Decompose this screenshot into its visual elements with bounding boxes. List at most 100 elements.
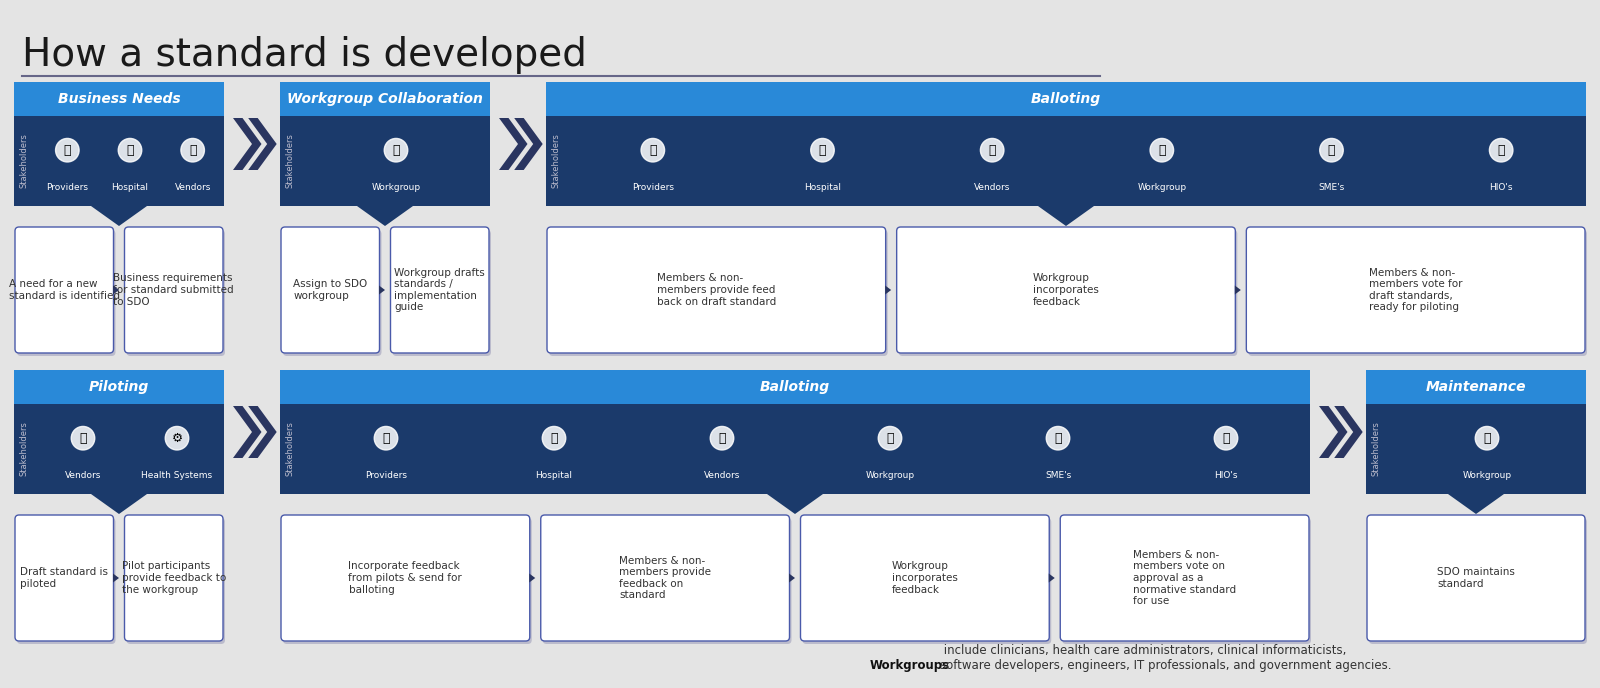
Text: Vendors: Vendors bbox=[974, 184, 1010, 193]
Text: Workgroup
incorporates
feedback: Workgroup incorporates feedback bbox=[1034, 273, 1099, 307]
FancyBboxPatch shape bbox=[14, 116, 224, 206]
Text: Vendors: Vendors bbox=[704, 471, 741, 480]
Circle shape bbox=[56, 138, 78, 162]
Text: SME's: SME's bbox=[1318, 184, 1344, 193]
Text: Stakeholders: Stakeholders bbox=[19, 133, 29, 189]
FancyBboxPatch shape bbox=[1366, 404, 1586, 494]
FancyBboxPatch shape bbox=[800, 515, 1050, 641]
Circle shape bbox=[710, 427, 734, 450]
Circle shape bbox=[1320, 138, 1344, 162]
Polygon shape bbox=[1048, 574, 1054, 583]
FancyBboxPatch shape bbox=[1370, 518, 1587, 644]
FancyBboxPatch shape bbox=[1061, 515, 1309, 641]
Text: Piloting: Piloting bbox=[90, 380, 149, 394]
FancyBboxPatch shape bbox=[14, 515, 114, 641]
FancyBboxPatch shape bbox=[1366, 515, 1586, 641]
Circle shape bbox=[384, 138, 408, 162]
Text: Pilot participants
provide feedback to
the workgroup: Pilot participants provide feedback to t… bbox=[122, 561, 226, 594]
Text: 🧑: 🧑 bbox=[64, 144, 70, 157]
FancyBboxPatch shape bbox=[18, 518, 115, 644]
Polygon shape bbox=[1318, 406, 1347, 458]
Polygon shape bbox=[379, 286, 386, 294]
FancyBboxPatch shape bbox=[283, 518, 531, 644]
Circle shape bbox=[1475, 427, 1499, 450]
Polygon shape bbox=[530, 574, 536, 583]
Text: Maintenance: Maintenance bbox=[1426, 380, 1526, 394]
FancyBboxPatch shape bbox=[541, 515, 789, 641]
Polygon shape bbox=[248, 118, 277, 170]
Text: Stakeholders: Stakeholders bbox=[1371, 422, 1381, 476]
Polygon shape bbox=[114, 286, 118, 294]
FancyBboxPatch shape bbox=[803, 518, 1051, 644]
Text: Workgroup: Workgroup bbox=[866, 471, 915, 480]
Circle shape bbox=[981, 138, 1003, 162]
Text: Workgroups: Workgroups bbox=[870, 659, 950, 672]
Text: A need for a new
standard is identified: A need for a new standard is identified bbox=[8, 279, 120, 301]
Circle shape bbox=[878, 427, 902, 450]
FancyBboxPatch shape bbox=[1248, 230, 1587, 356]
Polygon shape bbox=[514, 118, 542, 170]
Text: Workgroup drafts
standards /
implementation
guide: Workgroup drafts standards / implementat… bbox=[394, 268, 485, 312]
Text: 🏢: 🏢 bbox=[819, 144, 826, 157]
FancyBboxPatch shape bbox=[392, 230, 491, 356]
Polygon shape bbox=[499, 118, 528, 170]
Text: Members & non-
members vote on
approval as a
normative standard
for use: Members & non- members vote on approval … bbox=[1133, 550, 1237, 606]
Text: 🧑: 🧑 bbox=[382, 431, 390, 444]
Circle shape bbox=[165, 427, 189, 450]
Polygon shape bbox=[234, 118, 261, 170]
FancyBboxPatch shape bbox=[1062, 518, 1310, 644]
Text: Workgroup: Workgroup bbox=[1138, 184, 1186, 193]
Polygon shape bbox=[1038, 206, 1094, 226]
Polygon shape bbox=[248, 406, 277, 458]
Text: 🏢: 🏢 bbox=[126, 144, 134, 157]
Circle shape bbox=[1214, 427, 1238, 450]
Text: 💡: 💡 bbox=[1328, 144, 1336, 157]
Text: SDO maintains
standard: SDO maintains standard bbox=[1437, 567, 1515, 589]
Text: Providers: Providers bbox=[46, 184, 88, 193]
Text: 💻: 💻 bbox=[1222, 431, 1230, 444]
Text: Workgroup Collaboration: Workgroup Collaboration bbox=[286, 92, 483, 106]
Text: Hospital: Hospital bbox=[536, 471, 573, 480]
Text: Members & non-
members vote for
draft standards,
ready for piloting: Members & non- members vote for draft st… bbox=[1370, 268, 1462, 312]
Polygon shape bbox=[789, 574, 795, 583]
Text: 👥: 👥 bbox=[886, 431, 894, 444]
Text: 🧑: 🧑 bbox=[650, 144, 656, 157]
Circle shape bbox=[1046, 427, 1070, 450]
Text: 👥: 👥 bbox=[1483, 431, 1491, 444]
Polygon shape bbox=[766, 494, 822, 514]
Text: Hospital: Hospital bbox=[805, 184, 842, 193]
Polygon shape bbox=[234, 406, 261, 458]
FancyBboxPatch shape bbox=[547, 227, 886, 353]
Polygon shape bbox=[1235, 286, 1242, 294]
Text: Stakeholders: Stakeholders bbox=[19, 422, 29, 476]
Text: Members & non-
members provide feed
back on draft standard: Members & non- members provide feed back… bbox=[656, 273, 776, 307]
Polygon shape bbox=[357, 206, 413, 226]
Circle shape bbox=[1490, 138, 1514, 162]
Circle shape bbox=[118, 138, 142, 162]
Text: Providers: Providers bbox=[632, 184, 674, 193]
Text: Hospital: Hospital bbox=[112, 184, 149, 193]
FancyBboxPatch shape bbox=[1366, 370, 1586, 404]
Circle shape bbox=[811, 138, 834, 162]
FancyBboxPatch shape bbox=[546, 82, 1586, 116]
FancyBboxPatch shape bbox=[549, 230, 888, 356]
FancyBboxPatch shape bbox=[280, 116, 490, 206]
FancyBboxPatch shape bbox=[280, 82, 490, 116]
Text: Assign to SDO
workgroup: Assign to SDO workgroup bbox=[293, 279, 368, 301]
Circle shape bbox=[374, 427, 398, 450]
FancyBboxPatch shape bbox=[390, 227, 490, 353]
FancyBboxPatch shape bbox=[282, 227, 379, 353]
Polygon shape bbox=[91, 206, 147, 226]
Text: Workgroup: Workgroup bbox=[371, 184, 421, 193]
Text: How a standard is developed: How a standard is developed bbox=[22, 36, 587, 74]
FancyBboxPatch shape bbox=[283, 230, 381, 356]
Text: Draft standard is
piloted: Draft standard is piloted bbox=[21, 567, 109, 589]
FancyBboxPatch shape bbox=[125, 227, 222, 353]
FancyBboxPatch shape bbox=[280, 404, 1310, 494]
Text: SME's: SME's bbox=[1045, 471, 1070, 480]
Polygon shape bbox=[114, 574, 118, 583]
Text: HIO's: HIO's bbox=[1214, 471, 1238, 480]
Text: Incorporate feedback
from pilots & send for
balloting: Incorporate feedback from pilots & send … bbox=[349, 561, 462, 594]
Text: Vendors: Vendors bbox=[174, 184, 211, 193]
Text: 💡: 💡 bbox=[1054, 431, 1062, 444]
